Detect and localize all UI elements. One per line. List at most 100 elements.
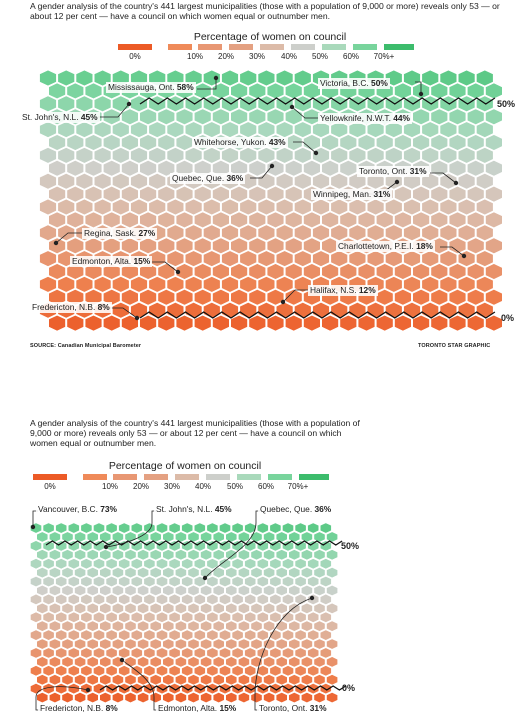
- c2-hex-2-12: [181, 540, 194, 552]
- c2-hex-0-3: [67, 522, 80, 534]
- credit-note: TORONTO STAR GRAPHIC: [418, 343, 491, 349]
- c2-hex-2-4: [80, 540, 93, 552]
- c2-hex-17-7: [124, 674, 137, 686]
- c1-hex-6-4: [112, 147, 130, 164]
- c2-hex-19-10: [162, 691, 175, 704]
- c2-hex-8-15: [219, 593, 231, 605]
- c2-hex-12-3: [67, 629, 80, 641]
- c2-hex-14-6: [105, 647, 118, 659]
- c2-hex-5-21: [300, 567, 313, 579]
- c1-hex-13-22: [448, 237, 467, 254]
- leader2-vancouver-dot: [30, 524, 36, 530]
- c1-hex-0-14: [294, 69, 312, 87]
- c2-hex-13-16: [238, 638, 250, 650]
- leader-charlottetown-dot: [461, 253, 467, 259]
- c1-hex-5-24: [485, 134, 503, 151]
- legend-tick-30: 30%: [248, 52, 266, 61]
- c2-hex-19-12: [187, 691, 200, 704]
- c1-hex-7-13: [284, 160, 303, 177]
- c1-hex-8-5: [130, 172, 148, 190]
- c2-hex-1-13: [200, 531, 212, 543]
- c2-hex-15-20: [288, 656, 301, 668]
- c2-hex-13-7: [124, 638, 137, 650]
- c2-hex-10-23: [319, 611, 332, 623]
- c2-hex-13-21: [300, 638, 313, 650]
- c2-hex-19-20: [288, 691, 301, 704]
- c1-hex-15-13: [284, 263, 303, 280]
- c1-hex-16-12: [257, 276, 276, 293]
- c1-hex-6-18: [366, 147, 385, 164]
- legend2-swatch-8: [299, 474, 329, 480]
- c2-hex-15-13: [200, 656, 212, 668]
- c2-hex-5-9: [149, 567, 162, 579]
- c2-hex-4-0: [30, 558, 42, 570]
- c1-hex-8-20: [403, 172, 421, 190]
- c1-hex-12-14: [294, 224, 312, 242]
- c2-hex-5-6: [112, 567, 124, 579]
- c1-hex-6-23: [457, 147, 476, 164]
- c2-hex-15-16: [238, 656, 250, 668]
- c2-hex-4-1: [42, 558, 55, 570]
- c1-hex-16-7: [166, 276, 185, 293]
- c1-hex-8-14: [294, 172, 312, 190]
- legend2-swatch-7: [268, 474, 292, 480]
- c2-hex-16-18: [256, 665, 269, 677]
- leader-mississauga-dot: [213, 75, 219, 81]
- c2-hex-7-14: [212, 584, 225, 597]
- c1-hex-11-1: [66, 211, 84, 229]
- c2-hex-3-7: [124, 549, 137, 561]
- c2-hex-19-3: [74, 691, 86, 704]
- c2-hex-2-13: [193, 540, 206, 552]
- c2-hex-10-4: [80, 611, 93, 623]
- c2-hex-19-11: [175, 691, 187, 704]
- c1-hex-14-9: [203, 250, 221, 267]
- c1-hex-17-24: [485, 289, 503, 306]
- c2-hex-6-3: [67, 575, 80, 588]
- c2-hex-3-1: [48, 549, 61, 561]
- c1-hex-5-16: [339, 134, 358, 151]
- c1-hex-16-11: [239, 276, 257, 293]
- callout-mississauga: Mississauga, Ont. 58%: [106, 82, 196, 93]
- c2-hex-15-7: [124, 656, 137, 668]
- c2-hex-5-22: [313, 567, 326, 579]
- threshold-50-label: 50%: [497, 99, 515, 109]
- c2-hex-16-17: [244, 665, 257, 677]
- c2-hex-3-8: [137, 549, 149, 561]
- c2-hex-18-0: [30, 683, 42, 695]
- c1-hex-8-23: [457, 172, 476, 190]
- c1-hex-10-4: [112, 198, 130, 216]
- c2-hex-3-22: [313, 549, 326, 561]
- c2-hex-8-4: [80, 593, 93, 605]
- c2-hex-5-2: [61, 567, 74, 579]
- c2-hex-1-18: [263, 531, 276, 543]
- c2-hex-0-22: [307, 522, 320, 534]
- c1-hex-15-6: [157, 263, 175, 280]
- callout2-fredericton: Fredericton, N.B. 8%: [38, 703, 120, 714]
- c1-hex-5-19: [394, 134, 412, 151]
- c2-hex-1-12: [187, 531, 200, 543]
- c1-hex-6-3: [93, 147, 112, 164]
- c1-hex-16-13: [275, 276, 294, 293]
- c1-hex-19-7: [175, 314, 194, 332]
- c2-hex-14-2: [55, 647, 68, 659]
- c2-hex-16-0: [30, 665, 42, 677]
- c2-hex-16-9: [143, 665, 156, 677]
- c2-hex-8-0: [30, 593, 42, 605]
- c1-hex-7-5: [139, 160, 157, 177]
- c2-hex-17-16: [238, 674, 250, 686]
- c2-hex-1-20: [288, 531, 301, 543]
- c2-hex-11-16: [238, 620, 250, 632]
- c1-hex-15-17: [357, 263, 376, 280]
- c1-hex-11-14: [303, 211, 321, 229]
- c1-hex-5-6: [157, 134, 175, 151]
- c2-hex-1-15: [225, 531, 238, 543]
- c1-hex-11-8: [194, 211, 212, 229]
- c1-hex-1-1: [66, 82, 84, 100]
- c1-hex-8-22: [439, 172, 458, 190]
- c1-hex-3-23: [466, 108, 485, 125]
- c1-hex-9-3: [103, 185, 121, 203]
- c2-hex-17-4: [86, 674, 99, 686]
- c2-hex-0-15: [219, 522, 231, 534]
- c1-hex-14-13: [275, 250, 294, 267]
- c1-hex-0-24: [476, 69, 494, 87]
